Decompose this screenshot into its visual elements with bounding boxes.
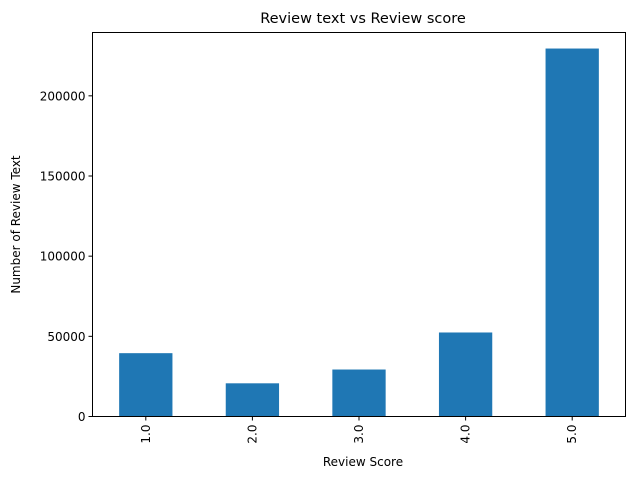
bar-4.0 (438, 332, 493, 417)
y-tick-label: 100000 (40, 250, 86, 264)
y-tick-label: 200000 (40, 89, 86, 103)
x-tick-label: 3.0 (352, 425, 366, 444)
y-tick-label: 150000 (40, 169, 86, 183)
x-axis: 1.0 2.0 3.0 4.0 5.0 (139, 416, 579, 444)
x-tick-label: 2.0 (245, 425, 259, 444)
x-tick-label: 5.0 (565, 425, 579, 444)
chart-title: Review text vs Review score (260, 11, 466, 27)
x-tick-label: 4.0 (459, 425, 473, 444)
bars-group (119, 48, 599, 417)
y-tick-label: 50000 (47, 330, 85, 344)
y-axis: 0 50000 100000 150000 200000 (40, 89, 93, 424)
plot-frame (92, 32, 626, 417)
bar-5.0 (545, 48, 599, 417)
y-axis-label: Number of Review Text (9, 155, 23, 294)
plot-area: 0 50000 100000 150000 200000 1.0 2.0 3.0 4.0 5.0 (40, 32, 626, 444)
x-axis-label: Review Score (323, 455, 403, 469)
y-tick-label: 0 (78, 410, 86, 424)
x-tick-label: 1.0 (139, 425, 153, 444)
bar-2.0 (225, 383, 280, 417)
bar-1.0 (119, 353, 173, 417)
bar-3.0 (332, 369, 386, 417)
